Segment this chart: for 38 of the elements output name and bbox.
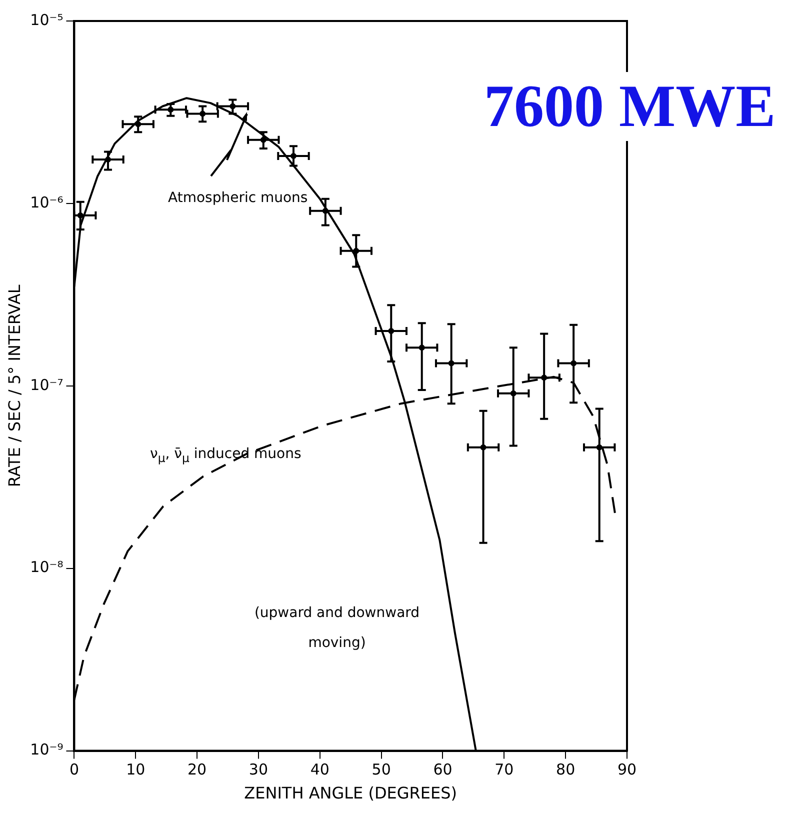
point [418,344,425,351]
point [230,103,236,110]
point [322,208,328,214]
point [480,444,486,450]
x-tick-label: 80 [556,760,576,779]
x-tick-label: 50 [372,760,391,779]
x-tick-label: 90 [617,760,637,779]
y-tick-label: 10⁻⁹ [30,740,64,759]
y-tick-label: 10⁻⁵ [30,10,64,29]
point [570,360,577,366]
point [290,153,296,159]
y-tick-label: 10⁻⁶ [30,193,64,212]
point [596,444,602,450]
x-tick-label: 40 [310,760,330,779]
point [260,136,266,143]
point [135,121,142,128]
x-axis-title: ZENITH ANGLE (DEGREES) [244,784,458,803]
y-tick-label: 10⁻⁷ [30,376,64,394]
x-tick-label: 10 [126,760,146,779]
point [388,328,394,334]
point [541,374,548,381]
y-tick-label: 10⁻⁸ [30,558,64,576]
point [353,248,360,254]
point [105,156,111,163]
x-tick-label: 30 [248,760,268,779]
annotation: (upward and downward moving) [253,604,421,653]
point [448,360,454,366]
x-tick-label: 60 [433,760,452,779]
x-tick-label: 70 [494,760,514,779]
y-axis-title: RATE / SEC / 5° INTERVAL [4,284,24,488]
point [510,390,516,396]
point [200,110,206,117]
x-tick-label: 0 [69,760,79,779]
x-tick-label: 20 [188,760,207,779]
series-label: Atmospheric muons [168,190,308,206]
text: 7600 MWE [482,72,778,141]
series-label: ν$_{μ}$, ν̄$_{μ}$ induced muons [150,446,302,465]
point [77,212,84,218]
